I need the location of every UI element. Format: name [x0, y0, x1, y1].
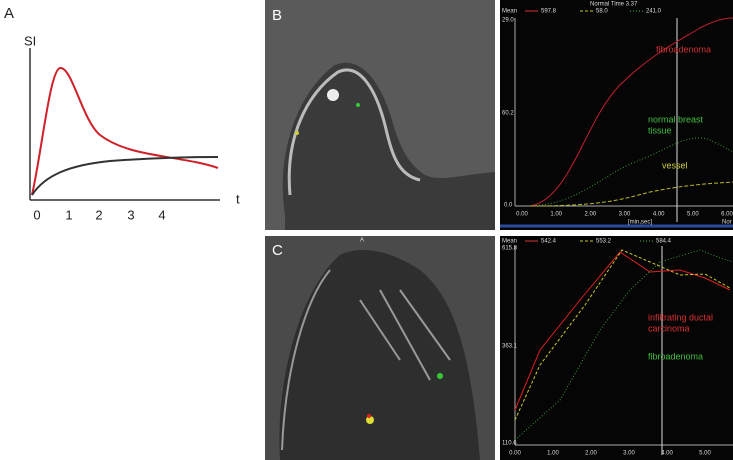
y-tick: 0.0	[504, 203, 513, 209]
x-tick: 2.00	[584, 212, 596, 218]
curve	[31, 156, 219, 196]
x-tick: 3.00	[623, 451, 635, 457]
legend-value: 597.8	[541, 9, 557, 15]
x-tick: 0	[33, 207, 40, 222]
curve-label: fibroadenoma	[656, 44, 711, 54]
x-tick: 2.00	[585, 451, 597, 457]
panel-label: C	[272, 242, 283, 259]
x-tick: 5.00	[687, 212, 699, 218]
image-mark: A	[360, 238, 364, 244]
x-tick: 4	[158, 207, 165, 222]
x-tick: 1.00	[547, 451, 559, 457]
x-unit: [min,sec]	[628, 220, 652, 226]
legend-value: 58.0	[596, 9, 608, 15]
y-tick: 363.1	[502, 344, 518, 350]
y-tick: 615.8	[502, 246, 518, 252]
chart-c: Mean 542.4 553.2 584.4 615.8 363.1 110.6…	[500, 236, 733, 460]
x-tick: 6.00	[721, 212, 733, 218]
panel-a: A SI t 0 1 2 3 4	[4, 5, 240, 222]
mri-image-c: C A	[265, 236, 495, 460]
x-label: t	[236, 191, 240, 206]
curve-label: tissue	[648, 125, 672, 135]
legend-title: Mean	[502, 9, 517, 15]
x-tick: 0.00	[509, 451, 521, 457]
x-tick: 1.00	[550, 212, 562, 218]
legend-value: 241.0	[646, 9, 662, 15]
curve-label: vessel	[662, 160, 688, 170]
x-end: Nor	[722, 220, 732, 226]
mri-image-b: B	[265, 0, 495, 231]
curve-label: carcinoma	[648, 323, 690, 333]
chart-b: Normal Time 3.37 Mean 597.8 58.0 241.0 2…	[500, 0, 733, 230]
x-tick: 5.00	[699, 451, 711, 457]
curve	[31, 67, 219, 196]
x-tick: 4.00	[653, 212, 665, 218]
x-tick: 3	[127, 207, 134, 222]
x-tick: 1	[65, 207, 72, 222]
legend-value: 553.2	[596, 239, 612, 245]
legend-value: 584.4	[656, 239, 672, 245]
x-tick: 3.00	[619, 212, 631, 218]
y-tick: 110.6	[502, 441, 517, 447]
header: Normal Time 3.37	[590, 2, 638, 8]
y-tick: 60.2	[502, 111, 514, 117]
curve-label: fibroadenoma	[648, 351, 703, 361]
legend-value: 542.4	[541, 239, 557, 245]
x-tick: 2	[95, 207, 102, 222]
legend-title: Mean	[502, 239, 517, 245]
curve-label: normal breast	[648, 114, 704, 124]
y-label: SI	[24, 33, 36, 48]
x-tick: 0.00	[516, 212, 528, 218]
y-tick: 29.0	[502, 18, 514, 24]
panel-label: A	[4, 5, 14, 22]
x-tick: 4.00	[661, 451, 673, 457]
curve-label: infiltrating ductal	[648, 312, 713, 322]
panel-label: B	[272, 7, 282, 24]
